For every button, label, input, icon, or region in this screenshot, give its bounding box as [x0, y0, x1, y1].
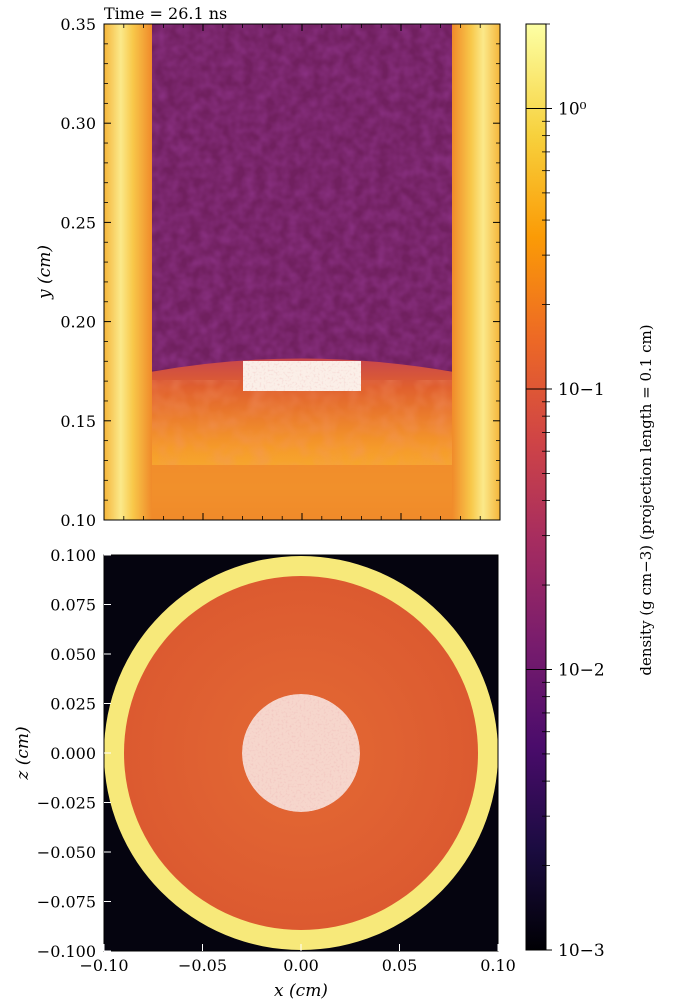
- left-wall: [104, 24, 152, 520]
- dense-foam-band: [150, 465, 454, 520]
- shocked-texture: [150, 380, 454, 470]
- colorbar-ticks: 10−3 10−2 10−1 10⁰: [526, 23, 605, 961]
- bottom-xtick-label: 0.10: [480, 956, 516, 975]
- top-ytick-label: 0.20: [60, 313, 96, 332]
- right-wall: [452, 24, 500, 520]
- time-label: Time = 26.1 ns: [104, 4, 227, 23]
- bottom-xtick-label: 0.00: [283, 956, 319, 975]
- bottom-ytick-label: 0.050: [50, 645, 96, 664]
- bottom-panel: [104, 555, 498, 951]
- colorbar-label: density (g cm−3) (projection length = 0.…: [637, 324, 655, 675]
- top-ytick-label: 0.25: [60, 213, 96, 232]
- colorbar-tick-label: 10−1: [558, 380, 605, 400]
- top-ytick-label: 0.10: [60, 511, 96, 530]
- top-ytick-label: 0.35: [60, 15, 96, 34]
- bottom-xtick-label: 0.05: [382, 956, 418, 975]
- bottom-ytick-label: 0.000: [50, 744, 96, 763]
- insert-texture: [243, 361, 361, 391]
- bottom-ticks: −0.100 −0.075 −0.050 −0.025 0.000 0.025 0.050 0…: [37, 546, 516, 975]
- bottom-ytick-label: −0.025: [37, 794, 96, 813]
- colorbar-tick-label: 10⁰: [558, 99, 587, 119]
- top-panel: [104, 24, 500, 520]
- bottom-ytick-label: 0.025: [50, 695, 96, 714]
- top-ytick-label: 0.30: [60, 114, 96, 133]
- top-ticks: 0.10 0.15 0.20 0.25 0.30 0.35: [60, 15, 501, 530]
- bottom-ytick-label: −0.100: [37, 942, 96, 961]
- bottom-ytick-label: 0.075: [50, 596, 96, 615]
- low-density-texture: [150, 24, 454, 370]
- bottom-ylabel: z (cm): [13, 726, 33, 780]
- colorbar-tick-label: 10−2: [558, 660, 605, 680]
- bottom-ytick-label: −0.050: [37, 843, 96, 862]
- bottom-ytick-label: −0.075: [37, 893, 96, 912]
- colorbar: [525, 23, 547, 951]
- top-ylabel: y (cm): [35, 245, 55, 300]
- colorbar-tick-label: 10−3: [558, 941, 605, 961]
- bottom-ytick-label: 0.100: [50, 546, 96, 565]
- top-ytick-label: 0.15: [60, 412, 96, 431]
- bottom-xlabel: x (cm): [274, 981, 328, 1001]
- bottom-xtick-label: −0.10: [79, 956, 128, 975]
- insert-disk-texture: [242, 694, 360, 812]
- bottom-xtick-label: −0.05: [178, 956, 227, 975]
